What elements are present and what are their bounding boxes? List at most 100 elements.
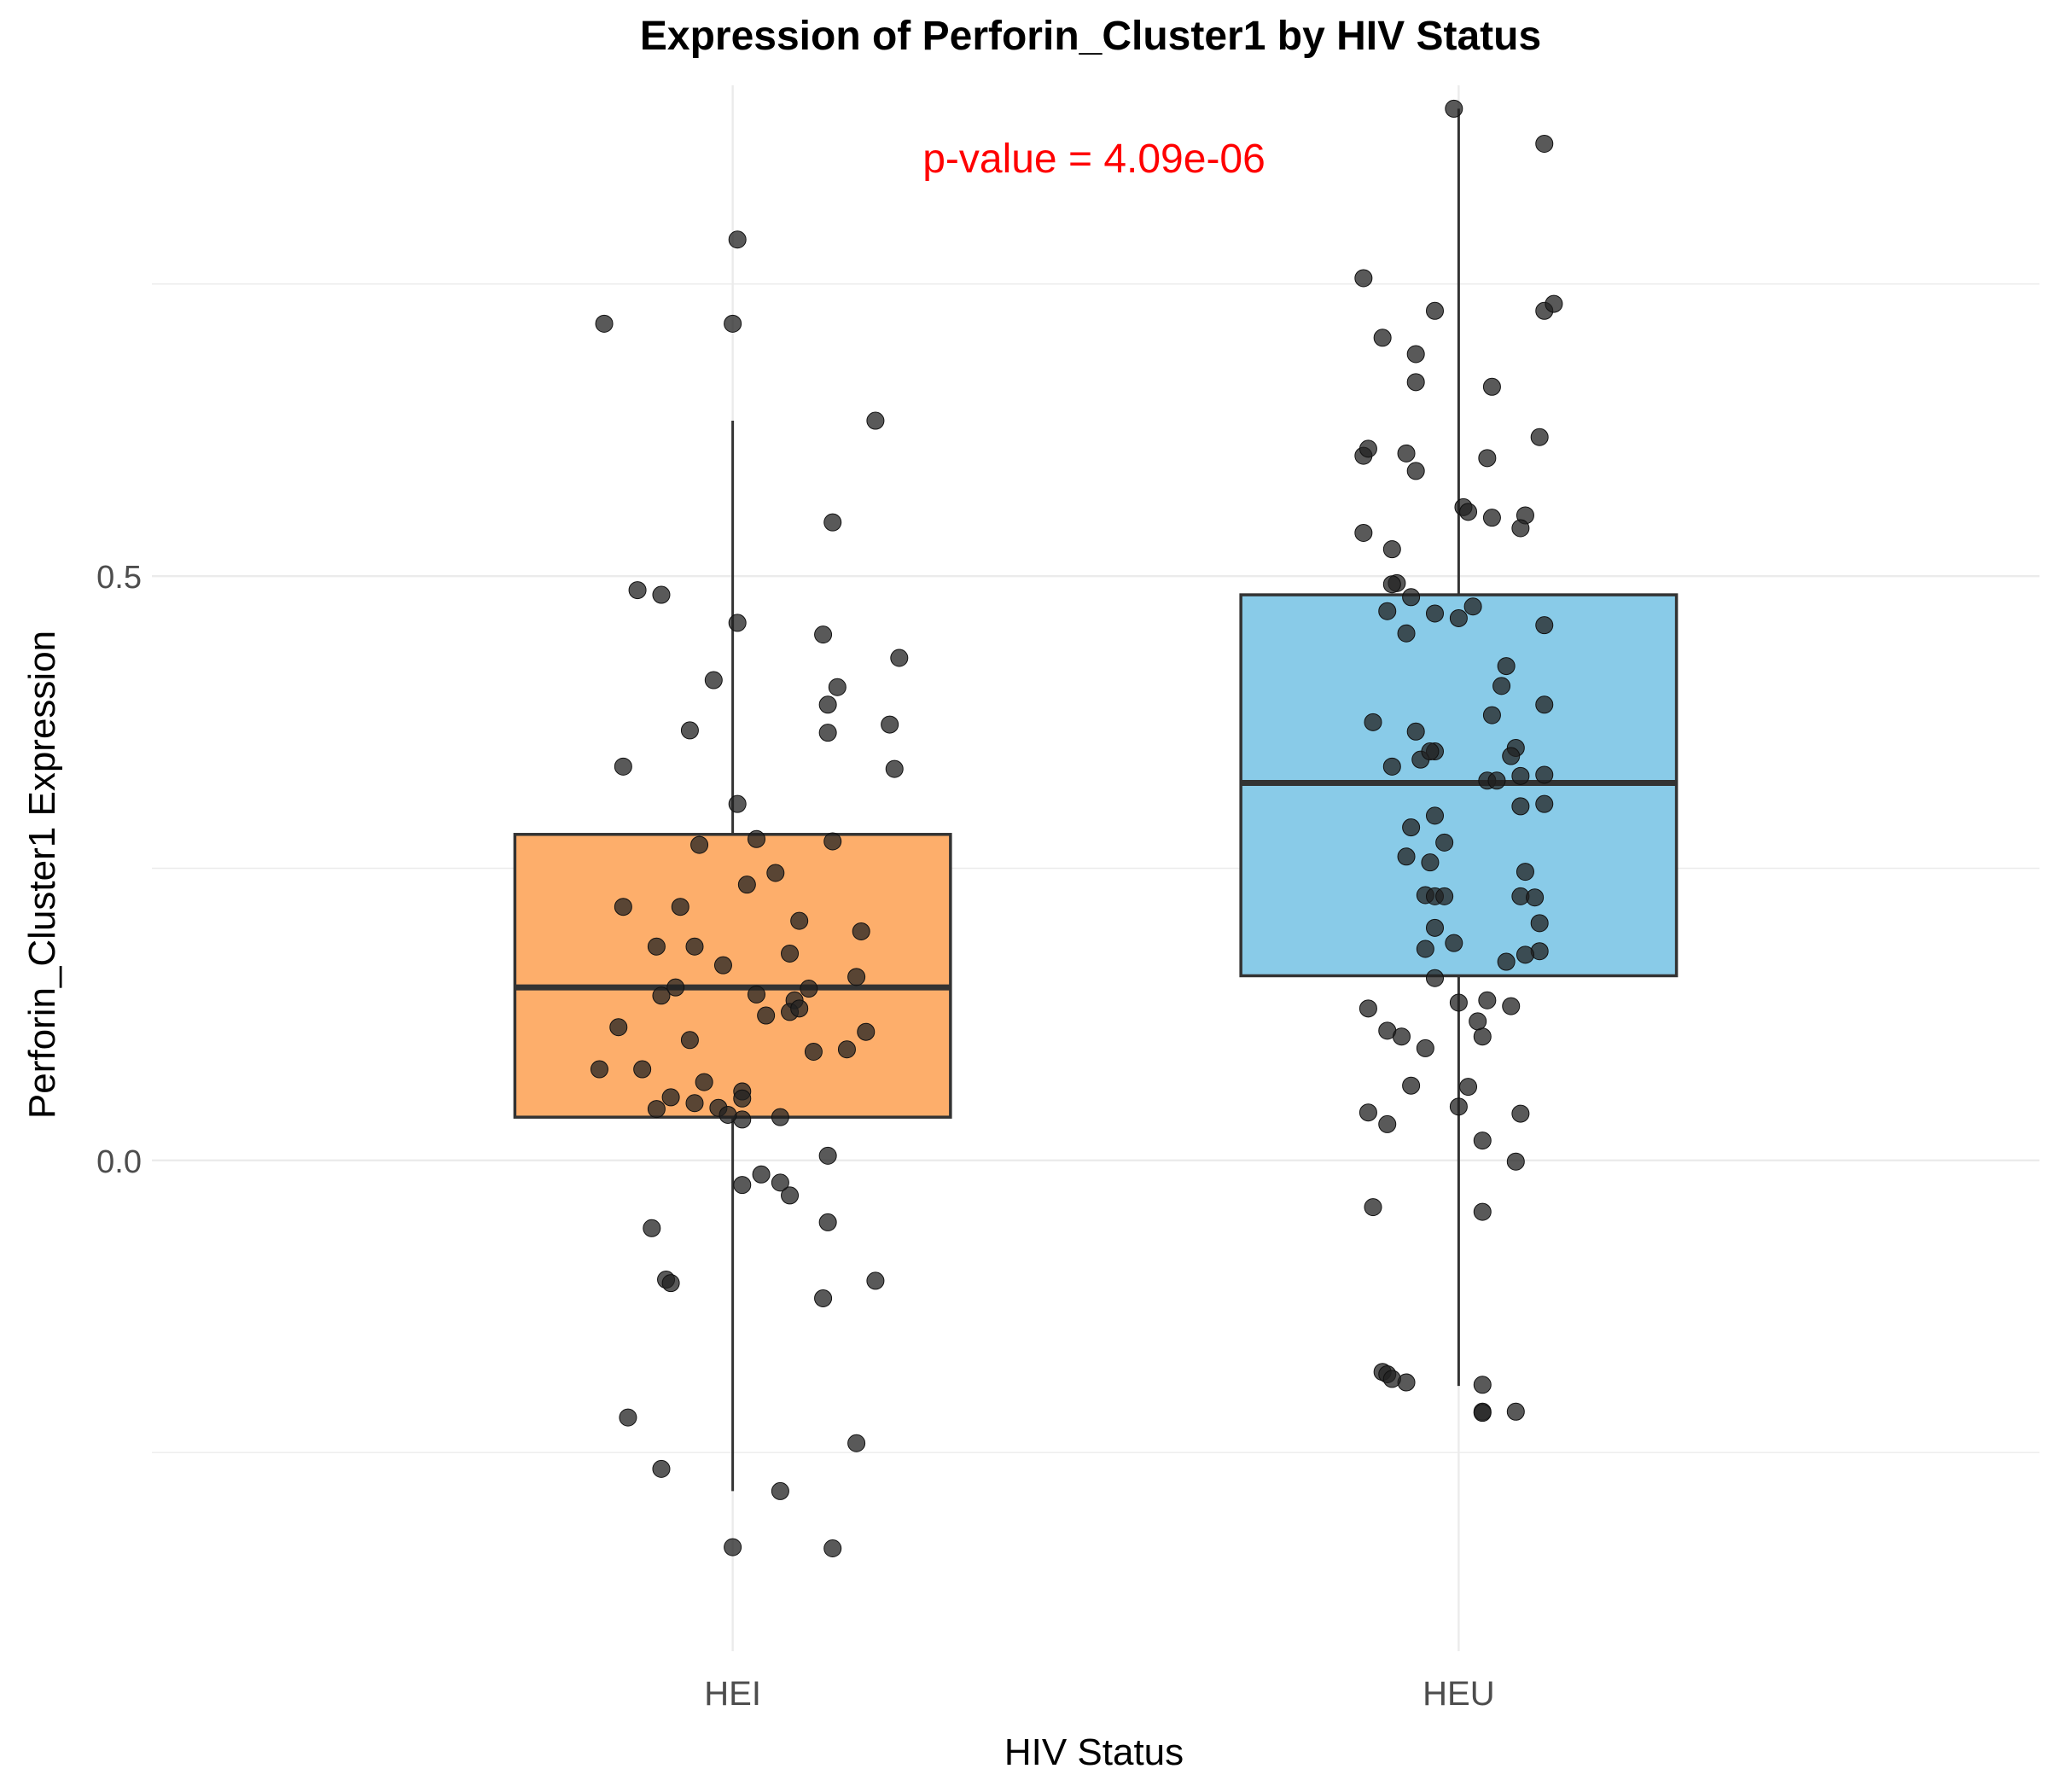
data-point-heu	[1416, 940, 1434, 958]
x-axis-label: HIV Status	[1004, 1731, 1184, 1773]
data-point-heu	[1473, 1202, 1492, 1221]
data-point-heu	[1402, 588, 1421, 607]
data-point-heu	[1364, 1198, 1382, 1217]
data-point-hei	[847, 1434, 866, 1452]
data-point-heu	[1545, 294, 1563, 313]
data-point-hei	[590, 1060, 608, 1079]
data-point-heu	[1502, 997, 1521, 1015]
data-point-hei	[800, 980, 818, 998]
data-point-heu	[1426, 969, 1445, 987]
data-point-heu	[1402, 1076, 1421, 1095]
data-point-heu	[1511, 766, 1530, 785]
data-point-hei	[790, 999, 809, 1018]
data-point-heu	[1426, 301, 1445, 320]
data-point-hei	[724, 1538, 742, 1556]
x-tick-label-hei: HEI	[704, 1675, 761, 1713]
data-point-hei	[671, 898, 689, 916]
data-point-hei	[733, 1089, 752, 1108]
data-point-heu	[1487, 771, 1506, 790]
data-point-heu	[1535, 794, 1554, 813]
y-tick-label: 0.5	[96, 560, 142, 596]
grid-lines	[152, 85, 2039, 1651]
data-point-heu	[1469, 1012, 1487, 1031]
data-point-heu	[1354, 269, 1373, 288]
data-point-hei	[828, 678, 847, 696]
data-point-heu	[1516, 945, 1534, 964]
data-point-hei	[818, 1146, 837, 1165]
data-point-heu	[1482, 509, 1501, 527]
data-point-hei	[857, 1022, 876, 1041]
data-point-heu	[1359, 439, 1377, 458]
data-point-hei	[852, 922, 870, 940]
data-point-hei	[661, 1274, 680, 1293]
data-point-heu	[1473, 1404, 1492, 1423]
data-point-hei	[614, 757, 632, 776]
data-point-heu	[1435, 833, 1454, 852]
data-point-heu	[1506, 1402, 1525, 1421]
data-point-hei	[685, 937, 704, 956]
data-point-heu	[1397, 624, 1416, 643]
data-point-heu	[1511, 797, 1530, 816]
data-point-heu	[1473, 1376, 1492, 1394]
data-point-heu	[1449, 1097, 1468, 1116]
data-point-heu	[1406, 462, 1425, 480]
data-point-hei	[747, 985, 765, 1004]
box-hei	[513, 833, 952, 1119]
data-point-hei	[728, 614, 747, 632]
data-point-heu	[1421, 853, 1440, 872]
data-point-hei	[866, 1271, 885, 1290]
data-point-hei	[781, 944, 800, 963]
data-point-heu	[1459, 1078, 1478, 1097]
data-point-hei	[647, 1100, 666, 1119]
data-point-heu	[1354, 523, 1373, 542]
data-point-hei	[666, 978, 685, 997]
data-point-hei	[823, 513, 842, 532]
data-point-hei	[847, 968, 866, 986]
data-point-heu	[1530, 428, 1549, 446]
boxes-layer	[513, 108, 1679, 1492]
data-point-heu	[1378, 602, 1397, 620]
data-point-heu	[1511, 1104, 1530, 1123]
data-point-hei	[619, 1408, 637, 1427]
data-point-heu	[1378, 1114, 1397, 1133]
data-point-heu	[1516, 863, 1534, 881]
data-point-heu	[1526, 888, 1545, 907]
data-point-hei	[633, 1060, 652, 1079]
data-point-heu	[1382, 757, 1401, 776]
data-point-hei	[733, 1176, 752, 1195]
data-point-hei	[823, 832, 842, 851]
data-point-heu	[1449, 608, 1468, 627]
data-point-hei	[643, 1219, 661, 1237]
data-point-hei	[680, 1031, 699, 1050]
data-point-hei	[790, 911, 809, 930]
data-point-hei	[890, 649, 909, 667]
data-point-hei	[771, 1108, 789, 1126]
data-point-hei	[885, 759, 904, 778]
data-point-heu	[1535, 616, 1554, 635]
data-point-hei	[685, 1094, 704, 1113]
data-point-heu	[1449, 993, 1468, 1012]
data-point-hei	[647, 937, 666, 956]
data-point-heu	[1406, 345, 1425, 364]
data-point-heu	[1482, 377, 1501, 396]
data-point-hei	[866, 411, 885, 430]
data-point-hei	[595, 314, 614, 333]
data-point-hei	[728, 794, 747, 813]
data-point-heu	[1426, 806, 1445, 825]
data-point-heu	[1478, 449, 1497, 468]
data-point-hei	[818, 1213, 837, 1231]
data-point-hei	[609, 1018, 628, 1037]
data-point-hei	[737, 876, 756, 894]
x-axis-ticks: HEI HEU	[704, 1675, 1494, 1713]
data-point-heu	[1473, 1132, 1492, 1150]
data-point-heu	[1382, 575, 1401, 594]
data-point-heu	[1530, 914, 1549, 933]
data-point-hei	[614, 898, 632, 916]
y-axis-ticks: 0.0 0.5	[96, 560, 142, 1180]
data-point-hei	[781, 1186, 800, 1205]
data-point-hei	[690, 835, 709, 854]
data-point-heu	[1373, 329, 1392, 347]
y-tick-label: 0.0	[96, 1144, 142, 1180]
data-point-heu	[1382, 540, 1401, 559]
